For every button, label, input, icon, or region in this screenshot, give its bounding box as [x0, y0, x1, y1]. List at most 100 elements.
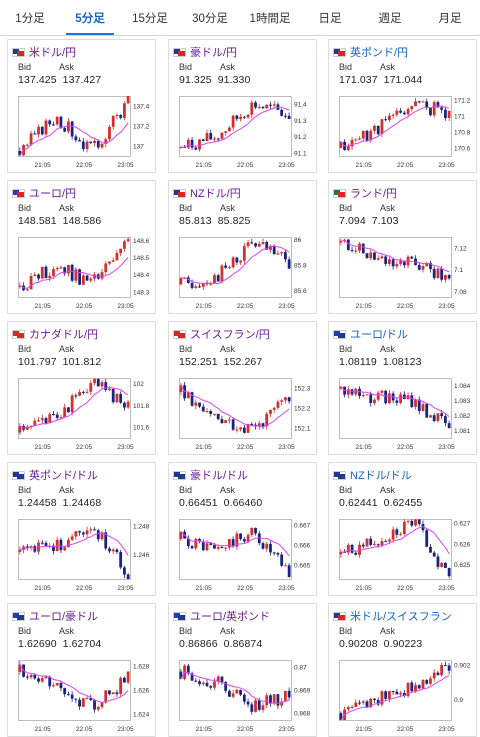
- candle-body: [265, 695, 269, 706]
- candle-body: [444, 664, 447, 666]
- candle-body: [108, 548, 111, 552]
- x-tick-label: 22:05: [397, 444, 414, 451]
- pair-name-link[interactable]: ユーロ/円: [29, 188, 77, 200]
- mini-candlestick-chart[interactable]: 137.4 137.2 137 21:05 22:05 23:05: [18, 92, 154, 170]
- x-tick-label: 23:05: [278, 585, 295, 592]
- tab-5[interactable]: 日足: [318, 13, 342, 25]
- candle-body: [287, 259, 291, 269]
- x-tick-label: 23:05: [438, 726, 455, 733]
- tab-3[interactable]: 30分足: [192, 13, 228, 25]
- bid-ask-labels: Bid Ask: [18, 485, 74, 495]
- candle-body: [89, 383, 93, 392]
- candle-body: [33, 274, 37, 277]
- candle-body: [85, 275, 89, 281]
- tab-1[interactable]: 5分足: [60, 0, 120, 36]
- mini-candlestick-chart[interactable]: 86 85.8 85.6 21:05 22:05 23:05: [179, 233, 315, 311]
- mini-candlestick-chart[interactable]: 0.627 0.626 0.625 21:05 22:05 23:05: [339, 515, 475, 593]
- candle-body: [59, 417, 63, 419]
- mini-candlestick-chart[interactable]: 0.87 0.869 0.868 21:05 22:05 23:05: [179, 656, 315, 734]
- x-tick-label: 21:05: [355, 726, 372, 733]
- candle-body: [354, 250, 358, 252]
- candle-body: [432, 672, 436, 679]
- candle-body: [250, 424, 254, 426]
- candle-body: [365, 130, 369, 141]
- candle-body: [111, 260, 115, 262]
- mini-candlestick-chart[interactable]: 7.12 7.1 7.08 21:05 22:05 23:05: [339, 233, 475, 311]
- candle-body: [224, 420, 228, 423]
- y-tick-label: 0.902: [454, 663, 471, 670]
- candle-body: [257, 243, 261, 247]
- mini-candlestick-chart[interactable]: 171.2 171 170.8 170.6 21:05 22:05 23:05: [339, 92, 475, 170]
- bid-value: 1.62690: [18, 638, 57, 650]
- candle-body: [429, 678, 432, 684]
- pair-name-link[interactable]: 米ドル/スイスフラン: [350, 611, 452, 623]
- pair-name-link[interactable]: 米ドル/円: [29, 47, 77, 59]
- candle-body: [284, 690, 287, 702]
- candle-body: [376, 125, 380, 135]
- tab-0[interactable]: 1分足: [15, 13, 45, 25]
- bid-ask-labels: Bid Ask: [339, 62, 395, 72]
- pair-title: 米ドル/スイスフラン: [333, 609, 452, 623]
- candle-body: [78, 269, 81, 285]
- candle-body: [250, 704, 254, 712]
- candle-body: [115, 692, 119, 695]
- candle-body: [388, 691, 391, 699]
- pair-name-link[interactable]: スイスフラン/円: [190, 329, 270, 341]
- pair-name-link[interactable]: NZドル/円: [190, 188, 241, 200]
- candle-body: [220, 265, 224, 282]
- candle-body: [85, 698, 89, 700]
- mini-candlestick-chart[interactable]: 102 101.8 101.6 21:05 22:05 23:05: [18, 374, 154, 452]
- candle-body: [373, 399, 376, 404]
- tab-4[interactable]: 1時間足: [249, 13, 291, 25]
- pair-name-link[interactable]: ユーロ/英ポンド: [190, 611, 271, 623]
- candle-body: [425, 680, 429, 684]
- candle-body: [425, 404, 429, 418]
- flag-icon: [12, 611, 25, 621]
- candle-body: [399, 110, 402, 113]
- y-tick-label: 1.082: [454, 413, 471, 420]
- candle-body: [350, 249, 354, 251]
- moving-average-line: [340, 675, 450, 721]
- x-tick-label: 23:05: [438, 444, 455, 451]
- pair-name-link[interactable]: 豪ドル/円: [190, 47, 238, 59]
- mini-candlestick-chart[interactable]: 1.248 1.246 21:05 22:05 23:05: [18, 515, 154, 593]
- tab-2[interactable]: 15分足: [132, 13, 168, 25]
- candle-body: [52, 124, 55, 126]
- tab-6[interactable]: 週足: [378, 13, 402, 25]
- candle-body: [261, 423, 265, 427]
- candle-body: [235, 533, 239, 547]
- mini-candlestick-chart[interactable]: 1.084 1.083 1.082 1.081 21:05 22:05 23:05: [339, 374, 475, 452]
- candle-body: [59, 539, 63, 551]
- tab-7[interactable]: 月足: [438, 13, 462, 25]
- candle-body: [239, 689, 242, 695]
- bid-label: Bid: [339, 203, 353, 213]
- y-tick-label: 0.868: [294, 711, 311, 718]
- pair-name-link[interactable]: カナダドル/円: [29, 329, 99, 341]
- mini-candlestick-chart[interactable]: 91.4 91.3 91.2 91.1 21:05 22:05 23:05: [179, 92, 315, 170]
- candle-body: [246, 424, 250, 433]
- candle-body: [444, 562, 447, 569]
- candle-body: [37, 420, 40, 422]
- candle-body: [354, 552, 358, 555]
- candle-body: [52, 545, 55, 552]
- mini-candlestick-chart[interactable]: 148.6 148.5 148.4 148.3 21:05 22:05 23:05: [18, 233, 154, 311]
- candle-body: [414, 685, 417, 692]
- pair-name-link[interactable]: ユーロ/豪ドル: [29, 611, 99, 623]
- candle-body: [284, 115, 287, 117]
- pair-name-link[interactable]: ランド/円: [350, 188, 398, 200]
- pair-name-link[interactable]: 英ポンド/ドル: [29, 470, 99, 482]
- pair-name-link[interactable]: 英ポンド/円: [350, 47, 409, 59]
- candle-body: [115, 115, 119, 117]
- ask-value: 0.66460: [223, 497, 263, 509]
- pair-name-link[interactable]: ユーロ/ドル: [350, 329, 409, 341]
- mini-candlestick-chart[interactable]: 0.667 0.666 0.665 21:05 22:05 23:05: [179, 515, 315, 593]
- mini-candlestick-chart[interactable]: 0.902 0.9 21:05 22:05 23:05: [339, 656, 475, 734]
- x-tick-label: 22:05: [237, 585, 254, 592]
- pair-name-link[interactable]: 豪ドル/ドル: [190, 470, 249, 482]
- pair-name-link[interactable]: NZドル/ドル: [350, 470, 412, 482]
- mini-candlestick-chart[interactable]: 152.3 152.2 152.1 21:05 22:05 23:05: [179, 374, 315, 452]
- bid-value: 148.581: [18, 215, 57, 227]
- chart-svg: 137.4 137.2 137 21:05 22:05 23:05: [18, 96, 150, 169]
- mini-candlestick-chart[interactable]: 1.628 1.626 1.624 21:05 22:05 23:05: [18, 656, 154, 734]
- ask-value: 0.86874: [223, 638, 263, 650]
